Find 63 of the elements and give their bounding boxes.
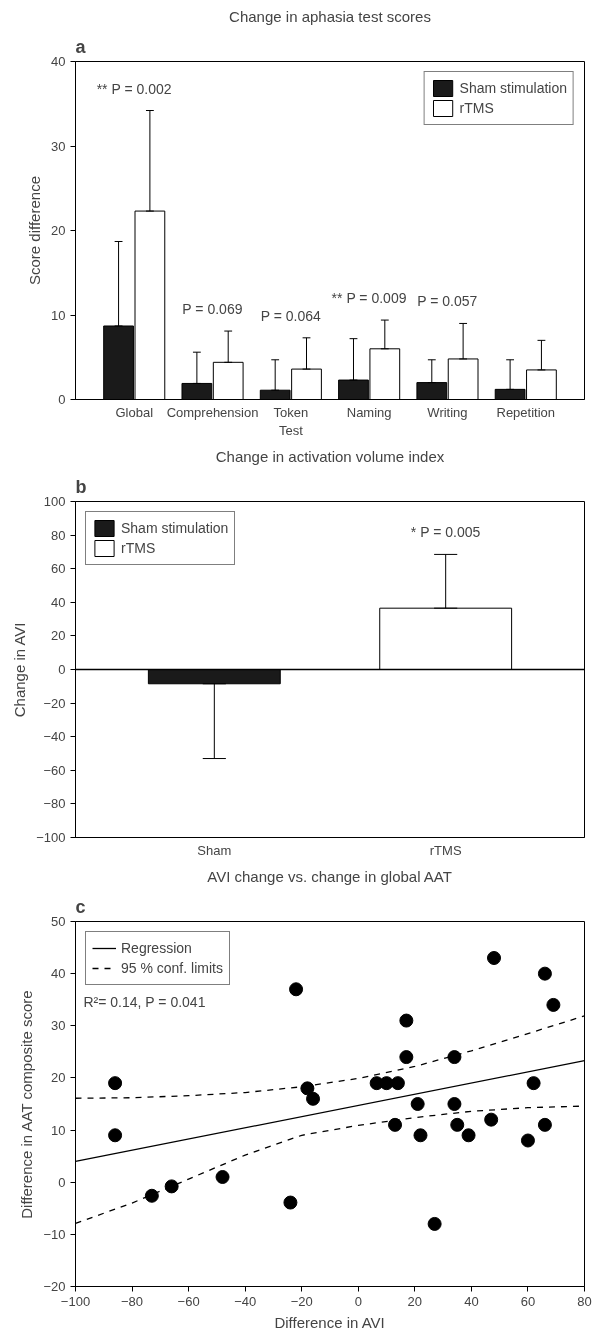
y-axis-title: Score difference <box>26 176 44 285</box>
x-tick-label: 80 <box>577 1293 592 1309</box>
chart-title: AVI change vs. change in global AAT <box>207 867 452 885</box>
y-tick-label: −80 <box>43 796 66 812</box>
x-tick-label: 20 <box>407 1293 423 1309</box>
annotation: ** P = 0.002 <box>96 80 172 97</box>
text: b <box>75 476 87 497</box>
y-tick-label: 60 <box>51 561 66 577</box>
y-tick-label: 0 <box>58 392 66 407</box>
y-tick-label: 30 <box>51 1018 66 1034</box>
y-tick-label: −20 <box>43 695 66 711</box>
y-tick-label: −100 <box>36 830 66 845</box>
y-tick-label: 80 <box>51 527 66 543</box>
y-tick-label: 20 <box>51 628 66 644</box>
y-axis-title: Change in AVI <box>11 622 29 718</box>
legend-label: Sham stimulation <box>459 80 567 96</box>
y-tick-label: 40 <box>51 966 66 982</box>
annotation: * P = 0.005 <box>410 524 481 541</box>
y-axis-title: Difference in AAT composite score <box>18 990 36 1219</box>
y-tick-label: 30 <box>51 138 66 154</box>
x-tick-label: Naming <box>346 404 392 420</box>
x-tick-label: Token Test <box>273 404 309 438</box>
y-tick-label: −10 <box>43 1226 66 1242</box>
x-tick-label: Repetition <box>496 404 556 420</box>
x-tick-label: −40 <box>234 1293 257 1309</box>
x-axis-title: Difference in AVI <box>274 1313 385 1331</box>
chart-title: Change in aphasia test scores <box>229 7 431 25</box>
y-tick-label: 40 <box>51 594 66 610</box>
x-tick-label: Writing <box>427 404 468 420</box>
x-tick-label: 60 <box>520 1293 536 1309</box>
y-tick-label: 10 <box>51 1122 66 1138</box>
x-tick-label: −60 <box>177 1293 200 1309</box>
annotation: P = 0.064 <box>260 307 321 324</box>
y-tick-label: −20 <box>43 1279 66 1294</box>
x-tick-label: 40 <box>464 1293 479 1309</box>
x-tick-label: Sham <box>197 842 232 858</box>
annotation: P = 0.069 <box>182 301 243 318</box>
y-tick-label: 40 <box>51 54 66 69</box>
y-tick-label: 0 <box>58 1174 66 1190</box>
y-tick-label: 20 <box>51 1070 66 1086</box>
y-tick-label: 20 <box>51 223 66 238</box>
x-tick-label: Global <box>115 404 154 420</box>
x-tick-label: −20 <box>290 1293 313 1309</box>
annotation: ** P = 0.009 <box>331 290 407 307</box>
x-tick-label: −80 <box>121 1293 144 1309</box>
y-tick-label: −60 <box>43 762 66 778</box>
y-tick-label: −40 <box>43 729 66 745</box>
y-tick-label: 10 <box>51 307 66 323</box>
x-tick-label: Comprehension <box>166 404 259 420</box>
legend-label: Sham stimulation <box>121 520 229 536</box>
y-tick-label: 50 <box>51 914 66 929</box>
annotation: R²= 0.14, P = 0.041 <box>83 993 206 1010</box>
annotation: P = 0.057 <box>417 293 478 310</box>
y-tick-label: 0 <box>58 662 66 677</box>
legend-label: rTMS <box>459 100 494 116</box>
chart-title: Change in activation volume index <box>215 447 445 465</box>
y-tick-label: 100 <box>43 494 66 509</box>
legend-label: rTMS <box>121 540 156 556</box>
text: a <box>75 36 87 57</box>
legend-label: Regression <box>121 940 192 956</box>
legend-label: 95 % conf. limits <box>121 960 223 976</box>
text: c <box>75 896 86 917</box>
x-tick-label: 0 <box>354 1293 362 1309</box>
